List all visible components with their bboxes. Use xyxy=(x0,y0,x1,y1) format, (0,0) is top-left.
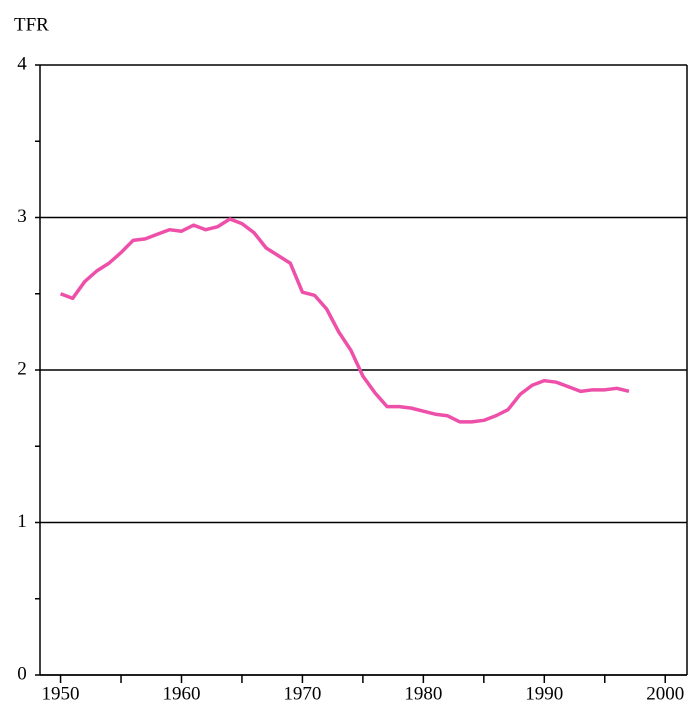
x-tick-label: 2000 xyxy=(646,683,684,704)
y-tick-label: 3 xyxy=(17,206,27,227)
x-tick-label: 1960 xyxy=(162,683,200,704)
line xyxy=(59,217,630,424)
x-tick-label: 1970 xyxy=(283,683,321,704)
y-tick-label: 0 xyxy=(17,663,27,684)
y-tick-label: 1 xyxy=(17,511,27,532)
y-tick-label: 2 xyxy=(17,358,27,379)
chart-title: TFR xyxy=(14,14,49,35)
x-tick-label: 1990 xyxy=(525,683,563,704)
x-tick-label: 1980 xyxy=(404,683,442,704)
y-tick-label: 4 xyxy=(17,53,27,74)
x-tick-label: 1950 xyxy=(42,683,80,704)
